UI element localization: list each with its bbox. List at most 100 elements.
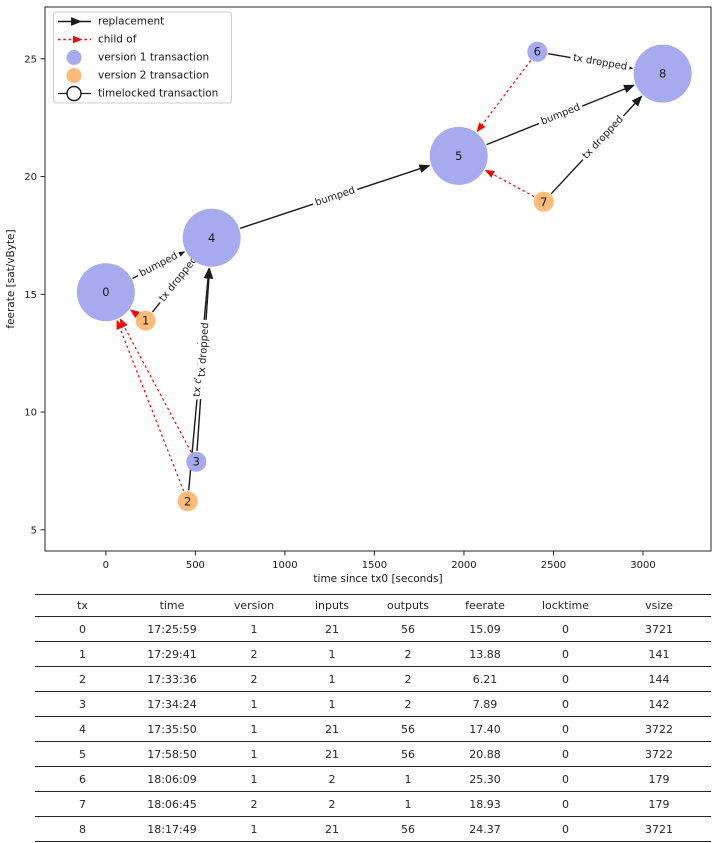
edge-label: tx dropped (197, 322, 212, 377)
cell-feerate: 17.40 (446, 716, 524, 742)
cell-vsize: 142 (607, 691, 711, 717)
cell-feerate: 20.88 (446, 741, 524, 767)
node-label: 6 (534, 45, 541, 59)
cell-tx: 0 (35, 616, 130, 642)
col-header-vsize: vsize (607, 594, 711, 617)
cell-feerate: 25.30 (446, 766, 524, 792)
cell-time: 17:33:36 (130, 666, 214, 692)
transactions-table-wrap: tx time version inputs outputs feerate locktim… (35, 594, 711, 842)
table-row-tx2: 2 17:33:36 2 1 2 6.21 0 144 (35, 666, 711, 692)
table-row-tx8: 8 18:17:49 1 21 56 24.37 0 3721 (35, 816, 711, 842)
cell-version: 1 (214, 616, 294, 642)
legend-circle-icon (66, 50, 82, 65)
plot-border (44, 6, 712, 552)
cell-feerate: 13.88 (446, 641, 524, 667)
cell-outputs: 56 (370, 816, 446, 842)
cell-vsize: 144 (607, 666, 711, 692)
cell-time: 17:35:50 (130, 716, 214, 742)
x-tick-label: 2000 (451, 560, 476, 571)
table-row-tx3: 3 17:34:24 1 1 2 7.89 0 142 (35, 691, 711, 717)
cell-locktime: 0 (524, 691, 607, 717)
node-label: 1 (142, 314, 149, 328)
cell-tx: 1 (35, 641, 130, 667)
legend: replacement child of version 1 transaction… (53, 11, 232, 104)
table-row-tx7: 7 18:06:45 2 2 1 18.93 0 179 (35, 791, 711, 817)
cell-locktime: 0 (524, 766, 607, 792)
cell-tx: 2 (35, 666, 130, 692)
transactions-table: tx time version inputs outputs feerate locktim… (35, 594, 711, 842)
x-tick-label: 2500 (541, 560, 566, 571)
y-tick-label: 20 (24, 172, 37, 183)
table-header-row: tx time version inputs outputs feerate locktim… (35, 594, 711, 617)
node-tx5-version1 (429, 126, 488, 185)
cell-feerate: 15.09 (446, 616, 524, 642)
cell-tx: 4 (35, 716, 130, 742)
col-header-inputs: inputs (294, 594, 370, 617)
legend-item-child-of: child of (58, 34, 137, 46)
legend-label: version 1 transaction (98, 52, 209, 64)
cell-outputs: 2 (370, 666, 446, 692)
x-tick-label: 3000 (630, 560, 655, 571)
legend-label: timelocked transaction (98, 88, 218, 100)
edge-child_of-7-5 (484, 169, 535, 198)
y-tick-label: 10 (24, 408, 37, 419)
cell-version: 1 (214, 691, 294, 717)
edge-child_of-6-5 (476, 60, 532, 133)
cell-outputs: 56 (370, 741, 446, 767)
col-header-feerate: feerate (446, 594, 524, 617)
cell-outputs: 56 (370, 716, 446, 742)
col-header-version: version (214, 594, 294, 617)
cell-time: 17:25:59 (130, 616, 214, 642)
y-axis-label: feerate [sat/vByte] (5, 229, 17, 328)
legend-item-replacement: replacement (58, 16, 164, 28)
edge-replacement-3-4 (196, 267, 214, 451)
cell-tx: 6 (35, 766, 130, 792)
edge-child_of-3-0 (119, 318, 192, 453)
cell-version: 2 (214, 641, 294, 667)
cell-tx: 7 (35, 791, 130, 817)
y-tick-label: 5 (31, 525, 37, 536)
cell-vsize: 3721 (607, 816, 711, 842)
cell-outputs: 1 (370, 791, 446, 817)
cell-tx: 5 (35, 741, 130, 767)
edge-replacement-4-5 (239, 164, 431, 230)
node-tx6-version1 (527, 41, 548, 62)
node-tx0-version1 (76, 263, 135, 322)
cell-feerate: 6.21 (446, 666, 524, 692)
cell-inputs: 1 (294, 641, 370, 667)
cell-vsize: 3721 (607, 616, 711, 642)
node-label: 0 (102, 285, 109, 299)
node-label: 5 (455, 149, 462, 163)
col-header-outputs: outputs (370, 594, 446, 617)
edge-label: bumped (138, 251, 180, 280)
legend-item-timelocked-transaction: timelocked transaction (58, 85, 218, 102)
legend-box (53, 11, 232, 104)
cell-locktime: 0 (524, 816, 607, 842)
cell-outputs: 2 (370, 691, 446, 717)
cell-inputs: 1 (294, 691, 370, 717)
cell-vsize: 179 (607, 766, 711, 792)
node-tx7-version2 (533, 191, 554, 212)
legend-label: version 2 transaction (98, 70, 209, 82)
edge-label: tx dropped (581, 114, 626, 161)
cell-inputs: 2 (294, 766, 370, 792)
col-header-locktime: locktime (524, 594, 607, 617)
cell-version: 1 (214, 766, 294, 792)
cell-feerate: 24.37 (446, 816, 524, 842)
cell-version: 2 (214, 791, 294, 817)
cell-vsize: 179 (607, 791, 711, 817)
table-row-tx0: 0 17:25:59 1 21 56 15.09 0 3721 (35, 616, 711, 642)
edge-child_of-1-0 (129, 309, 140, 319)
node-tx2-version2 (177, 491, 198, 512)
cell-locktime: 0 (524, 666, 607, 692)
cell-time: 17:29:41 (130, 641, 214, 667)
node-labels: 0 1 2 3 4 5 6 7 8 (102, 45, 666, 509)
table-row-tx1: 1 17:29:41 2 1 2 13.88 0 141 (35, 641, 711, 667)
x-tick-label: 1500 (362, 560, 387, 571)
legend-item-version-1-transaction: version 1 transaction (66, 50, 209, 65)
legend-label: child of (98, 34, 137, 46)
cell-time: 17:58:50 (130, 741, 214, 767)
x-axis-label: time since tx0 [seconds] (313, 573, 442, 585)
